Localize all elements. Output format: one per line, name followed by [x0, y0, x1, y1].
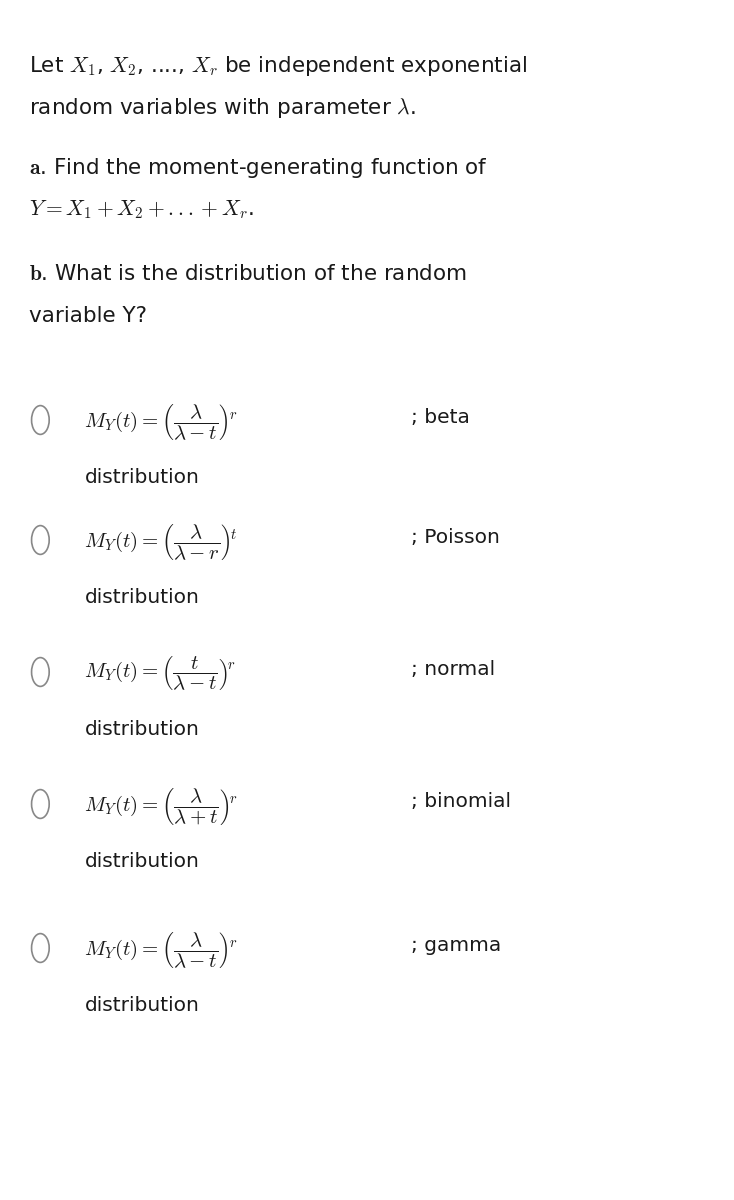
Text: $M_Y(t) = \left(\dfrac{\lambda}{\lambda + t}\right)^{\!r}$: $M_Y(t) = \left(\dfrac{\lambda}{\lambda …	[84, 786, 239, 828]
Text: distribution: distribution	[84, 588, 200, 607]
Text: $M_Y(t) = \left(\dfrac{\lambda}{\lambda - t}\right)^{\!r}$: $M_Y(t) = \left(\dfrac{\lambda}{\lambda …	[84, 930, 238, 971]
Text: ; normal: ; normal	[411, 660, 495, 679]
Text: variable Y?: variable Y?	[29, 306, 148, 326]
Text: ; binomial: ; binomial	[411, 792, 511, 811]
Text: ; Poisson: ; Poisson	[411, 528, 500, 547]
Text: $\mathbf{a}$. Find the moment-generating function of: $\mathbf{a}$. Find the moment-generating…	[29, 156, 488, 180]
Text: Let $X_1$, $X_2$, ...., $X_r$ be independent exponential: Let $X_1$, $X_2$, ...., $X_r$ be indepen…	[29, 54, 528, 78]
Text: ; beta: ; beta	[411, 408, 470, 427]
Text: random variables with parameter $\lambda$.: random variables with parameter $\lambda…	[29, 96, 416, 120]
Text: $Y = X_1 + X_2 + ... + X_r$.: $Y = X_1 + X_2 + ... + X_r$.	[29, 198, 254, 221]
Text: $M_Y(t) = \left(\dfrac{t}{\lambda - t}\right)^{\!r}$: $M_Y(t) = \left(\dfrac{t}{\lambda - t}\r…	[84, 654, 236, 692]
Text: $\mathbf{b}$. What is the distribution of the random: $\mathbf{b}$. What is the distribution o…	[29, 264, 467, 284]
Text: distribution: distribution	[84, 852, 200, 871]
Text: distribution: distribution	[84, 720, 200, 739]
Text: $M_Y(t) = \left(\dfrac{\lambda}{\lambda - t}\right)^{\!r}$: $M_Y(t) = \left(\dfrac{\lambda}{\lambda …	[84, 402, 238, 443]
Text: $M_Y(t) = \left(\dfrac{\lambda}{\lambda - r}\right)^{\!t}$: $M_Y(t) = \left(\dfrac{\lambda}{\lambda …	[84, 522, 238, 563]
Text: distribution: distribution	[84, 468, 200, 487]
Text: distribution: distribution	[84, 996, 200, 1015]
Text: ; gamma: ; gamma	[411, 936, 501, 955]
